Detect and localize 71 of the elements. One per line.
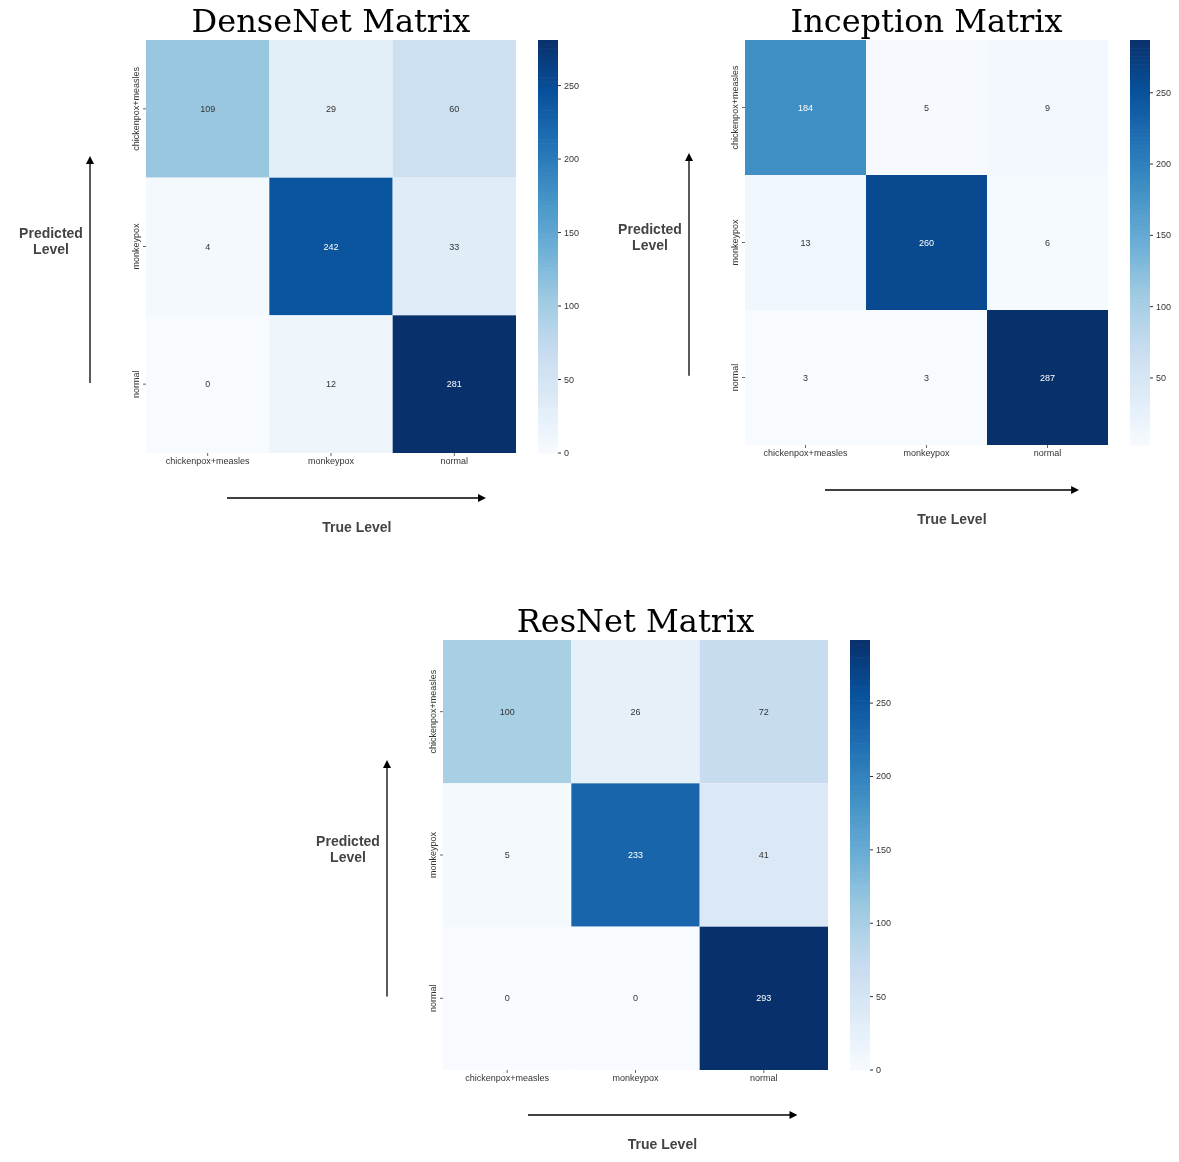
data-label: 33 bbox=[449, 241, 460, 252]
color-bar-label: 0 bbox=[876, 1065, 882, 1075]
y-tick-label: normal bbox=[730, 363, 740, 392]
data-label: 60 bbox=[449, 103, 460, 114]
data-label: 12 bbox=[325, 379, 337, 390]
data-label: 26 bbox=[630, 706, 641, 717]
color-bar-label: 150 bbox=[564, 227, 580, 238]
x-tick-label: monkeypox bbox=[612, 1073, 660, 1084]
y-tick-label: normal bbox=[131, 370, 141, 398]
y-tick-label: monkeypox bbox=[428, 831, 438, 879]
x-tick-label: normal bbox=[440, 456, 469, 467]
data-label: 293 bbox=[756, 993, 772, 1004]
data-label: 184 bbox=[797, 102, 814, 113]
data-label: 0 bbox=[205, 379, 211, 390]
data-label: 3 bbox=[802, 372, 809, 383]
y-axis-title: Predicted Level bbox=[315, 833, 381, 865]
x-axis-title: True Level bbox=[916, 511, 988, 527]
y-axis-title: Predicted Level bbox=[18, 224, 84, 257]
data-label: 4 bbox=[205, 241, 211, 252]
y-tick-label: chickenpox+measles bbox=[131, 66, 141, 151]
y-axis-title: Predicted Level bbox=[617, 220, 683, 253]
y-tick-label: normal bbox=[428, 984, 438, 1013]
color-bar-label: 200 bbox=[1156, 159, 1172, 170]
x-tick-label: monkeypox bbox=[903, 448, 951, 459]
color-bar-label: 250 bbox=[876, 698, 892, 709]
data-label: 281 bbox=[446, 379, 462, 390]
data-label: 109 bbox=[200, 103, 216, 114]
data-label: 287 bbox=[1039, 372, 1056, 383]
color-bar-label: 50 bbox=[564, 374, 575, 385]
data-label: 72 bbox=[758, 706, 769, 717]
y-tick-label: monkeypox bbox=[730, 218, 740, 266]
color-bar-label: 200 bbox=[876, 771, 892, 782]
x-tick-label: normal bbox=[1033, 448, 1062, 459]
color-bar-label: 150 bbox=[876, 844, 892, 855]
data-label: 0 bbox=[632, 993, 639, 1004]
data-label: 6 bbox=[1044, 237, 1051, 248]
data-label: 0 bbox=[504, 993, 510, 1004]
color-bar-label: 50 bbox=[1156, 372, 1167, 383]
data-label: 29 bbox=[325, 103, 337, 114]
color-bar-label: 100 bbox=[564, 301, 580, 312]
color-bar-label: 250 bbox=[564, 80, 580, 91]
color-bar-label: 200 bbox=[564, 154, 580, 165]
color-bar-label: 150 bbox=[1156, 230, 1172, 241]
data-label: 233 bbox=[627, 850, 644, 860]
color-bar-label: 0 bbox=[564, 448, 570, 458]
color-bar-label: 100 bbox=[876, 918, 892, 929]
color-bar-label: 250 bbox=[1156, 87, 1172, 98]
y-tick-label: chickenpox+measles bbox=[730, 65, 740, 150]
x-tick-label: chickenpox+measles bbox=[763, 448, 848, 459]
data-label: 100 bbox=[499, 706, 515, 717]
data-label: 5 bbox=[504, 850, 510, 860]
data-label: 9 bbox=[1044, 102, 1051, 113]
x-tick-label: chickenpox+measles bbox=[465, 1073, 550, 1084]
chart-title: ResNet Matrix bbox=[515, 602, 756, 640]
x-tick-label: normal bbox=[750, 1073, 778, 1084]
data-label: 41 bbox=[758, 850, 769, 860]
data-label: 242 bbox=[323, 241, 339, 252]
x-axis-title: True Level bbox=[321, 519, 393, 535]
x-tick-label: monkeypox bbox=[307, 456, 355, 467]
color-bar-label: 50 bbox=[876, 991, 887, 1002]
chart-title: DenseNet Matrix bbox=[190, 2, 472, 40]
chart-title: Inception Matrix bbox=[789, 2, 1064, 40]
y-tick-label: chickenpox+measles bbox=[428, 669, 438, 754]
y-tick-label: monkeypox bbox=[131, 222, 141, 270]
data-label: 13 bbox=[800, 237, 811, 248]
data-label: 5 bbox=[923, 102, 930, 113]
data-label: 260 bbox=[918, 237, 935, 248]
color-bar-label: 100 bbox=[1156, 301, 1172, 312]
data-label: 3 bbox=[923, 372, 930, 383]
x-tick-label: chickenpox+measles bbox=[165, 456, 251, 467]
x-axis-title: True Level bbox=[626, 1136, 699, 1152]
